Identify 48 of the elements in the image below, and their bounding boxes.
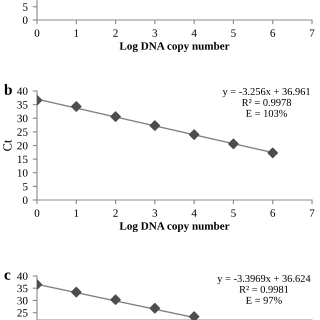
y-tick-label: 5 bbox=[23, 182, 28, 190]
point bbox=[70, 286, 82, 298]
x-tick-label: 0 bbox=[34, 29, 40, 37]
x-tick-label: 7 bbox=[310, 29, 314, 37]
y-tick-label: 25 bbox=[17, 128, 28, 136]
x-tick-label: 5 bbox=[231, 209, 236, 217]
point bbox=[267, 148, 278, 158]
y-tick-label: 10 bbox=[18, 169, 28, 177]
y-tick-label: 5 bbox=[23, 3, 28, 11]
y-tick-label: 15 bbox=[18, 156, 28, 164]
annotation: y = -3.256x + 36.961 R² = 0.9978 E = 103% bbox=[222, 88, 310, 117]
y-tick-label: 20 bbox=[17, 142, 28, 150]
x-axis-title: Log DNA copy number bbox=[120, 42, 230, 52]
x-tick-label: 6 bbox=[270, 29, 276, 37]
y-tick-label: 0 bbox=[22, 196, 28, 204]
annotation: y = -3.3969x + 36.624 R² = 0.9981 E = 97% bbox=[217, 274, 310, 304]
chart-title: b bbox=[4, 84, 12, 95]
y-tick-label: 35 bbox=[17, 284, 28, 292]
x-tick-label: 4 bbox=[192, 209, 197, 217]
x-tick-label: 2 bbox=[113, 29, 118, 37]
point bbox=[70, 101, 82, 112]
point bbox=[110, 294, 121, 306]
x-axis-title: Log DNA copy number bbox=[120, 222, 230, 232]
y-tick-label: 40 bbox=[17, 87, 28, 95]
point bbox=[150, 120, 160, 131]
x-tick-label: 7 bbox=[310, 209, 314, 217]
y-tick-label: 25 bbox=[17, 309, 28, 317]
x-tick-label: 3 bbox=[152, 29, 158, 37]
point bbox=[188, 129, 200, 140]
x-tick-label: 5 bbox=[231, 29, 236, 37]
x-tick-label: 6 bbox=[270, 209, 276, 217]
point bbox=[150, 302, 160, 314]
x-tick-label: 4 bbox=[192, 29, 197, 37]
x-tick-label: 1 bbox=[74, 209, 78, 217]
y-tick-label: 30 bbox=[17, 296, 28, 304]
y-tick-label: 30 bbox=[17, 114, 28, 122]
point bbox=[110, 111, 121, 122]
x-tick-label: 2 bbox=[113, 209, 118, 217]
x-tick-label: 1 bbox=[74, 29, 78, 37]
point bbox=[228, 138, 239, 150]
y-tick-label: 40 bbox=[17, 272, 28, 280]
chart-title: c bbox=[4, 272, 10, 280]
x-tick-label: 3 bbox=[152, 209, 158, 217]
x-tick-label: 0 bbox=[34, 209, 40, 217]
y-axis-title: Ct bbox=[3, 140, 12, 151]
point bbox=[188, 311, 200, 320]
y-tick-label: 0 bbox=[22, 16, 28, 24]
y-tick-label: 35 bbox=[17, 101, 28, 109]
